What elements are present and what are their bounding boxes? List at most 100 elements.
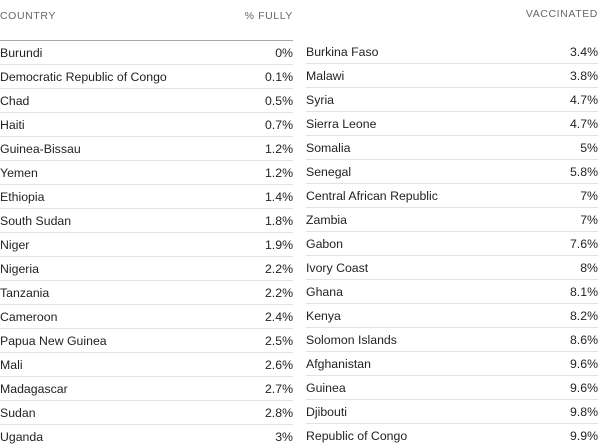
- right-row-list: Burkina Faso 3.4% Malawi 3.8% Syria 4.7% Sierr…: [306, 40, 598, 447]
- country-name: Guinea: [306, 381, 346, 395]
- country-name: Chad: [0, 94, 30, 108]
- table-row: Ethiopia 1.4%: [0, 185, 293, 209]
- vaccination-percent: 5%: [580, 141, 598, 155]
- table-row: Mali 2.6%: [0, 353, 293, 377]
- country-name: Haiti: [0, 118, 25, 132]
- table-row: Sierra Leone 4.7%: [306, 112, 598, 136]
- table-row: South Sudan 1.8%: [0, 209, 293, 233]
- country-name: Ivory Coast: [306, 261, 369, 275]
- table-row: Burkina Faso 3.4%: [306, 40, 598, 64]
- table-row: Niger 1.9%: [0, 233, 293, 257]
- country-name: Tanzania: [0, 286, 50, 300]
- table-row: Cameroon 2.4%: [0, 305, 293, 329]
- table-row: Guinea 9.6%: [306, 376, 598, 400]
- percent-column-header: % FULLY: [244, 10, 293, 22]
- left-row-list: Burundi 0% Democratic Republic of Congo 0.1…: [0, 41, 293, 448]
- table-row: Kenya 8.2%: [306, 304, 598, 328]
- vaccination-percent: 2.6%: [264, 358, 293, 372]
- table-row: Papua New Guinea 2.5%: [0, 329, 293, 353]
- table-row: Gabon 7.6%: [306, 232, 598, 256]
- vaccination-percent: 2.2%: [264, 286, 293, 300]
- table-row: Zambia 7%: [306, 208, 598, 232]
- table-row: Syria 4.7%: [306, 88, 598, 112]
- table-row: Democratic Republic of Congo 0.1%: [0, 65, 293, 89]
- vaccination-percent: 9.6%: [569, 381, 598, 395]
- table-row: Solomon Islands 8.6%: [306, 328, 598, 352]
- table-row: Guinea-Bissau 1.2%: [0, 137, 293, 161]
- country-name: Papua New Guinea: [0, 334, 107, 348]
- vaccination-percent: 0%: [275, 46, 293, 60]
- vaccination-percent: 2.5%: [264, 334, 293, 348]
- vaccination-percent: 0.7%: [264, 118, 293, 132]
- vaccination-percent: 4.7%: [569, 93, 598, 107]
- vaccination-percent: 9.8%: [569, 405, 598, 419]
- country-name: Yemen: [0, 166, 38, 180]
- vaccination-percent: 2.8%: [264, 406, 293, 420]
- country-name: Democratic Republic of Congo: [0, 70, 167, 84]
- vaccination-percent: 8%: [580, 261, 598, 275]
- left-column: COUNTRY % FULLY Burundi 0% Democratic Repu…: [0, 0, 293, 448]
- country-name: Senegal: [306, 165, 352, 179]
- vaccination-percent: 7%: [580, 189, 598, 203]
- country-name: Cameroon: [0, 310, 58, 324]
- vaccination-percent: 1.2%: [264, 142, 293, 156]
- country-name: Djibouti: [306, 405, 348, 419]
- table-row: Ivory Coast 8%: [306, 256, 598, 280]
- country-name: Zambia: [306, 213, 348, 227]
- vaccination-percent: 1.8%: [264, 214, 293, 228]
- table-row: Republic of Congo 9.9%: [306, 424, 598, 447]
- vaccination-percent: 8.6%: [569, 333, 598, 347]
- vaccination-percent: 2.4%: [264, 310, 293, 324]
- vaccination-percent: 3.8%: [569, 69, 598, 83]
- vaccination-percent: 2.7%: [264, 382, 293, 396]
- vaccination-percent: 7.6%: [569, 237, 598, 251]
- table-header-left: COUNTRY % FULLY: [0, 0, 293, 41]
- vaccination-percent: 9.9%: [569, 429, 598, 443]
- country-name: Burundi: [0, 46, 43, 60]
- vaccination-percent: 1.9%: [264, 238, 293, 252]
- country-name: Syria: [306, 93, 335, 107]
- table-row: Uganda 3%: [0, 425, 293, 448]
- table-row: Djibouti 9.8%: [306, 400, 598, 424]
- vaccination-percent: 2.2%: [264, 262, 293, 276]
- table-row: Somalia 5%: [306, 136, 598, 160]
- vaccination-percent: 3%: [275, 430, 293, 444]
- vaccination-percent: 7%: [580, 213, 598, 227]
- table-row: Central African Republic 7%: [306, 184, 598, 208]
- vaccination-percent: 3.4%: [569, 45, 598, 59]
- table-row: Sudan 2.8%: [0, 401, 293, 425]
- country-name: Sudan: [0, 406, 36, 420]
- vaccination-percent: 0.5%: [264, 94, 293, 108]
- vaccination-percent: 5.8%: [569, 165, 598, 179]
- country-name: Ethiopia: [0, 190, 45, 204]
- country-name: Mali: [0, 358, 23, 372]
- country-name: South Sudan: [0, 214, 72, 228]
- table-row: Ghana 8.1%: [306, 280, 598, 304]
- table-header-right: VACCINATED: [306, 0, 598, 40]
- country-name: Uganda: [0, 430, 44, 444]
- table-row: Tanzania 2.2%: [0, 281, 293, 305]
- country-name: Burkina Faso: [306, 45, 379, 59]
- country-name: Gabon: [306, 237, 343, 251]
- table-row: Yemen 1.2%: [0, 161, 293, 185]
- table-row: Malawi 3.8%: [306, 64, 598, 88]
- country-column-header: COUNTRY: [0, 10, 56, 22]
- vaccination-percent: 0.1%: [264, 70, 293, 84]
- right-column: VACCINATED Burkina Faso 3.4% Malawi 3.8% Syr…: [306, 0, 598, 447]
- vaccination-percent: 8.2%: [569, 309, 598, 323]
- country-name: Nigeria: [0, 262, 39, 276]
- country-name: Somalia: [306, 141, 351, 155]
- country-name: Niger: [0, 238, 30, 252]
- country-name: Republic of Congo: [306, 429, 408, 443]
- table-row: Senegal 5.8%: [306, 160, 598, 184]
- vaccination-percent: 8.1%: [569, 285, 598, 299]
- vaccinated-column-header: VACCINATED: [525, 8, 598, 20]
- table-row: Afghanistan 9.6%: [306, 352, 598, 376]
- country-name: Sierra Leone: [306, 117, 377, 131]
- table-row: Chad 0.5%: [0, 89, 293, 113]
- vaccination-percent: 4.7%: [569, 117, 598, 131]
- vaccination-percent: 9.6%: [569, 357, 598, 371]
- country-name: Ghana: [306, 285, 343, 299]
- country-name: Afghanistan: [306, 357, 371, 371]
- country-name: Malawi: [306, 69, 345, 83]
